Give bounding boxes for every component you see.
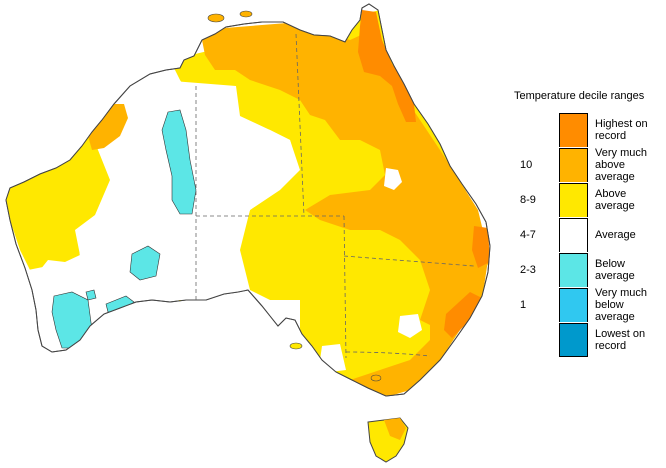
highest-on-record-cape-york	[358, 10, 416, 122]
very-much-above-southeast	[350, 260, 488, 396]
legend-label: Highest on record	[595, 118, 648, 142]
legend-swatch	[559, 148, 588, 182]
average-southwest-coast	[28, 266, 56, 300]
legend-label: Very much above average	[595, 147, 647, 183]
legend-swatch	[559, 323, 588, 357]
islands	[207, 10, 382, 382]
very-much-above-kimberley	[88, 104, 128, 150]
legend-decile: 1	[520, 299, 527, 311]
average-vic-pocket	[398, 314, 422, 338]
below-average-central-west	[129, 245, 161, 281]
highest-on-record-se-coast	[444, 292, 482, 338]
australia-temperature-map	[5, 3, 491, 463]
temperature-legend: Temperature decile ranges Highest on rec…	[500, 0, 666, 468]
legend-title: Temperature decile ranges	[514, 90, 645, 102]
decile-shading	[6, 10, 490, 396]
tasmania-amber	[384, 418, 406, 440]
legend-label: Very much below average	[595, 287, 647, 323]
legend-label: Lowest on record	[595, 328, 646, 352]
legend-label: Above average	[595, 188, 635, 212]
average-qld-pocket	[384, 168, 402, 190]
below-average-great-sandy	[161, 109, 197, 215]
legend-label: Average	[595, 229, 636, 241]
very-much-above-north	[200, 22, 490, 330]
below-average-south-small	[85, 289, 97, 301]
legend-decile: 4-7	[520, 229, 536, 241]
legend-swatch	[559, 253, 588, 287]
legend-decile: 2-3	[520, 264, 536, 276]
legend-decile: 10	[520, 159, 533, 171]
highest-on-record-nsw-coast	[472, 226, 490, 268]
legend-label: Below average	[595, 258, 635, 282]
legend-swatch	[559, 183, 588, 217]
legend-swatch	[559, 113, 588, 147]
average-interior	[36, 80, 298, 320]
state-borders	[195, 33, 475, 359]
legend-swatch	[559, 288, 588, 322]
legend-decile: 8-9	[520, 194, 536, 206]
legend-swatch	[559, 218, 588, 252]
